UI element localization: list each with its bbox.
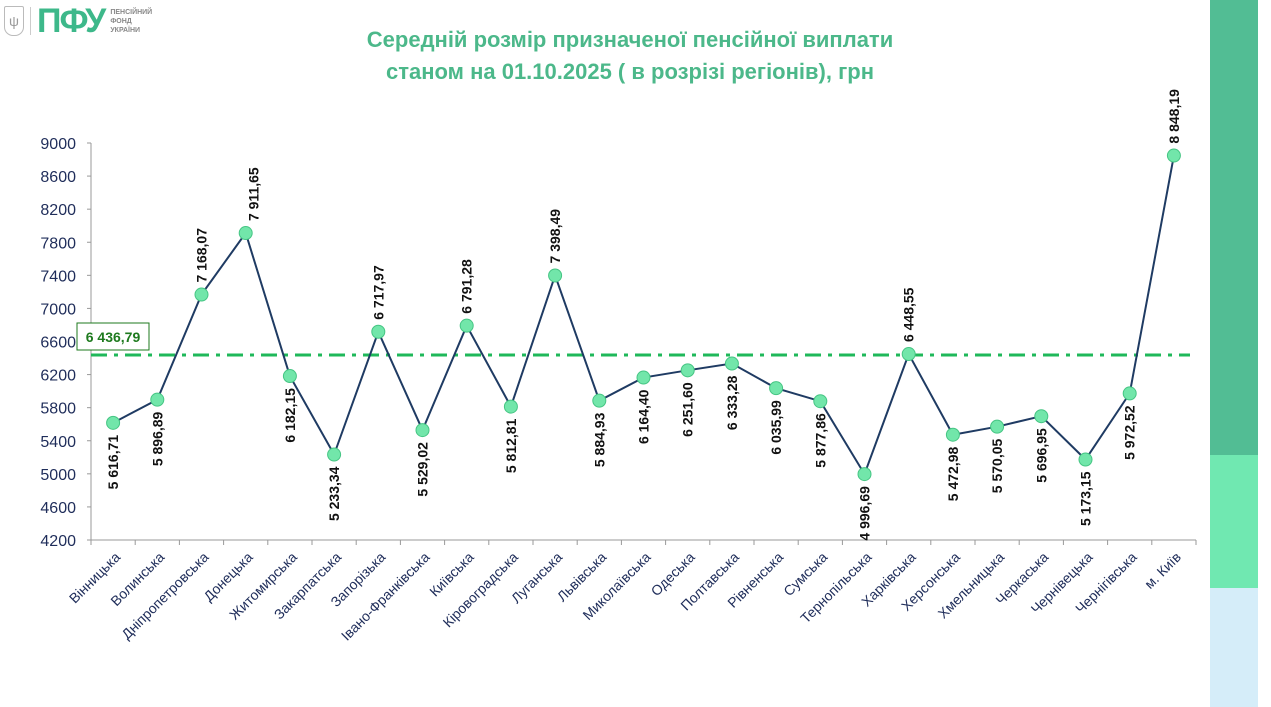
data-point [106,415,121,430]
x-tick-label: Дніпропетровська [118,549,212,643]
logo-subtitle-line: ПЕНСІЙНИЙ [110,8,153,16]
trident-icon: ψ [4,6,24,36]
x-tick-label: Кіровоградська [440,549,522,631]
data-label: 5 884,93 [591,412,607,467]
y-tick-label: 9000 [40,136,76,153]
y-tick-label: 7800 [40,235,76,252]
data-label: 6 164,40 [636,389,652,444]
side-bar-dark-green [1210,0,1258,455]
data-point [1122,386,1137,401]
data-point [724,356,739,371]
data-point [857,467,872,482]
data-label: 5 616,71 [105,435,121,490]
data-label: 5 896,89 [149,411,165,466]
data-point [680,363,695,378]
data-label: 5 173,15 [1078,471,1094,526]
data-point [415,423,430,438]
data-label: 6 448,55 [901,287,917,342]
data-point [150,392,165,407]
data-point [459,318,474,333]
y-tick-label: 5800 [40,401,76,418]
data-point [1166,148,1181,163]
data-point [990,419,1005,434]
data-label: 5 529,02 [415,442,431,497]
y-tick-label: 4200 [40,533,76,550]
logo-subtitle: ПЕНСІЙНИЙ ФОНД УКРАЇНИ [110,8,160,35]
y-tick-label: 6600 [40,335,76,352]
data-point [636,370,651,385]
data-label: 5 472,98 [945,447,961,502]
data-label: 6 717,97 [370,265,386,320]
side-bar-light-blue [1210,588,1258,707]
x-tick-label: м. Київ [1141,549,1184,592]
data-point [901,347,916,362]
y-tick-label: 7400 [40,268,76,285]
data-label: 5 877,86 [812,413,828,468]
y-tick-label: 5400 [40,434,76,451]
logo-mark: ПФУ [37,2,106,40]
y-tick-label: 5000 [40,467,76,484]
data-point [1034,409,1049,424]
data-point [371,324,386,339]
y-tick-label: 4600 [40,500,76,517]
data-label: 5 570,05 [989,438,1005,493]
data-label: 5 972,52 [1122,405,1138,460]
data-label: 6 791,28 [459,259,475,314]
chart-title-line-1: Середній розмір призначеної пенсійної ви… [366,27,894,52]
data-label: 5 812,81 [503,418,519,473]
pfu-logo: ψ ПФУ ПЕНСІЙНИЙ ФОНД УКРАЇНИ [4,4,160,38]
side-bar-light-green [1210,455,1258,588]
data-label: 5 233,34 [326,466,342,521]
data-point [592,393,607,408]
data-label: 7 398,49 [547,209,563,264]
data-point [1078,452,1093,467]
data-point [282,369,297,384]
data-label: 4 996,69 [857,486,873,541]
y-tick-label: 8200 [40,202,76,219]
average-label-box [76,322,150,351]
data-point [327,447,342,462]
data-label: 7 911,65 [246,167,262,221]
data-point [769,381,784,396]
average-label: 6 436,79 [86,329,141,345]
data-label: 6 333,28 [724,375,740,430]
y-tick-label: 6200 [40,368,76,385]
data-point [194,287,209,302]
data-point [945,427,960,442]
data-label: 8 848,19 [1166,89,1182,144]
y-tick-label: 8600 [40,169,76,186]
data-point [503,399,518,414]
data-label: 5 696,95 [1033,428,1049,483]
data-point [548,268,563,283]
logo-subtitle-line: УКРАЇНИ [110,26,141,34]
logo-subtitle-line: ФОНД [110,17,132,25]
data-label: 7 168,07 [194,228,210,283]
chart-title-line-2: станом на 01.10.2025 ( в розрізі регіоні… [386,59,874,84]
data-label: 6 251,60 [680,382,696,437]
logo-divider [30,7,31,35]
y-tick-label: 7000 [40,301,76,318]
chart-title: Середній розмір призначеної пенсійної ви… [300,24,960,88]
data-label: 6 182,15 [282,388,298,443]
data-point [238,226,253,241]
data-point [813,394,828,409]
data-label: 6 035,99 [768,400,784,455]
